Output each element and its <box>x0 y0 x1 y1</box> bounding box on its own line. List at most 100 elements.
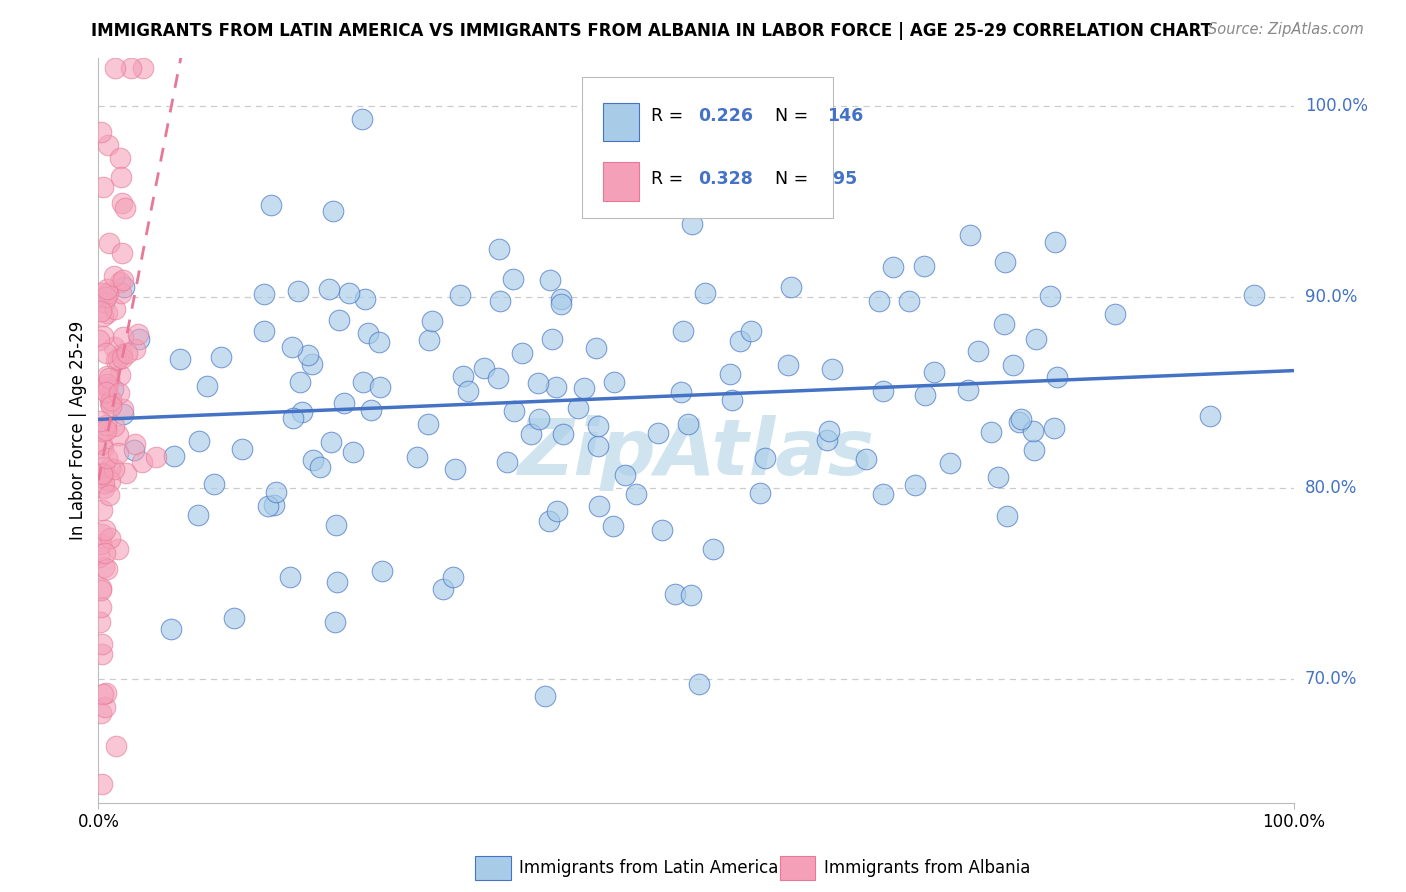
Point <box>1010 411 1032 425</box>
Text: N =: N = <box>763 107 814 125</box>
Text: 95: 95 <box>827 169 858 187</box>
Point <box>93 180 115 194</box>
Point <box>98 395 121 409</box>
Point <box>98 531 121 545</box>
Point <box>818 424 841 438</box>
Point <box>551 426 574 441</box>
Text: 90.0%: 90.0% <box>1305 288 1357 306</box>
Point <box>163 450 186 464</box>
Point <box>93 475 115 490</box>
Point <box>354 292 377 306</box>
Point <box>502 272 524 286</box>
Point <box>496 455 519 469</box>
Point <box>688 677 710 691</box>
Point <box>457 384 479 398</box>
FancyBboxPatch shape <box>603 103 638 142</box>
Point <box>416 417 439 431</box>
Point <box>202 477 225 491</box>
Point <box>624 486 647 500</box>
Point <box>938 456 960 470</box>
Point <box>103 269 125 284</box>
Text: 80.0%: 80.0% <box>1305 479 1357 497</box>
Point <box>124 437 146 451</box>
Point <box>815 433 838 447</box>
Point <box>90 582 112 597</box>
Point <box>112 273 135 287</box>
Point <box>96 306 118 320</box>
Point <box>503 404 526 418</box>
Point <box>112 280 135 294</box>
Point <box>93 481 115 495</box>
Text: 0.226: 0.226 <box>699 107 754 125</box>
Point <box>90 777 112 791</box>
Point <box>98 461 121 475</box>
Point <box>1104 307 1126 321</box>
Point <box>326 575 349 590</box>
Point <box>90 647 112 661</box>
Point <box>91 467 114 481</box>
Point <box>693 286 716 301</box>
Point <box>872 487 894 501</box>
Point <box>96 377 118 392</box>
Point <box>669 384 692 399</box>
Point <box>754 451 776 466</box>
Point <box>97 285 120 300</box>
Point <box>418 333 440 347</box>
Point <box>187 508 209 522</box>
Point <box>318 282 340 296</box>
Point <box>169 351 191 366</box>
Point <box>120 61 142 75</box>
Point <box>91 328 114 343</box>
Point <box>112 401 135 416</box>
Point <box>93 459 115 474</box>
Point <box>94 290 117 304</box>
Point <box>368 334 391 349</box>
Point <box>993 318 1015 332</box>
Point <box>534 689 557 703</box>
Point <box>90 526 112 541</box>
Point <box>253 324 276 338</box>
Point <box>91 309 114 323</box>
Point <box>527 411 550 425</box>
Point <box>957 383 980 397</box>
Point <box>187 434 209 448</box>
Point <box>97 371 120 385</box>
Point <box>94 546 117 560</box>
Point <box>89 549 111 564</box>
Point <box>290 405 312 419</box>
Text: Immigrants from Latin America: Immigrants from Latin America <box>519 859 779 877</box>
Point <box>128 333 150 347</box>
Point <box>1021 424 1043 438</box>
Point <box>91 286 114 301</box>
Point <box>1043 421 1066 435</box>
Point <box>319 435 342 450</box>
Point <box>90 536 112 550</box>
Point <box>103 419 125 434</box>
Point <box>290 375 312 389</box>
Point <box>100 399 122 413</box>
Point <box>145 450 167 465</box>
Point <box>91 437 114 451</box>
Point <box>588 499 610 513</box>
Text: 146: 146 <box>827 107 863 125</box>
Point <box>520 426 543 441</box>
FancyBboxPatch shape <box>779 855 815 880</box>
Text: ZipAtlas: ZipAtlas <box>517 415 875 491</box>
Point <box>1007 415 1029 429</box>
Point <box>112 408 135 422</box>
Point <box>681 588 703 602</box>
Point <box>444 462 467 476</box>
Point <box>91 466 114 480</box>
Point <box>453 368 475 383</box>
Point <box>107 446 129 460</box>
Point <box>664 587 686 601</box>
Point <box>586 439 609 453</box>
Point <box>96 368 118 383</box>
Point <box>600 194 623 208</box>
Point <box>94 686 117 700</box>
FancyBboxPatch shape <box>582 77 834 219</box>
Point <box>322 204 344 219</box>
Point <box>540 332 562 346</box>
Point <box>101 382 124 396</box>
Point <box>287 284 309 298</box>
